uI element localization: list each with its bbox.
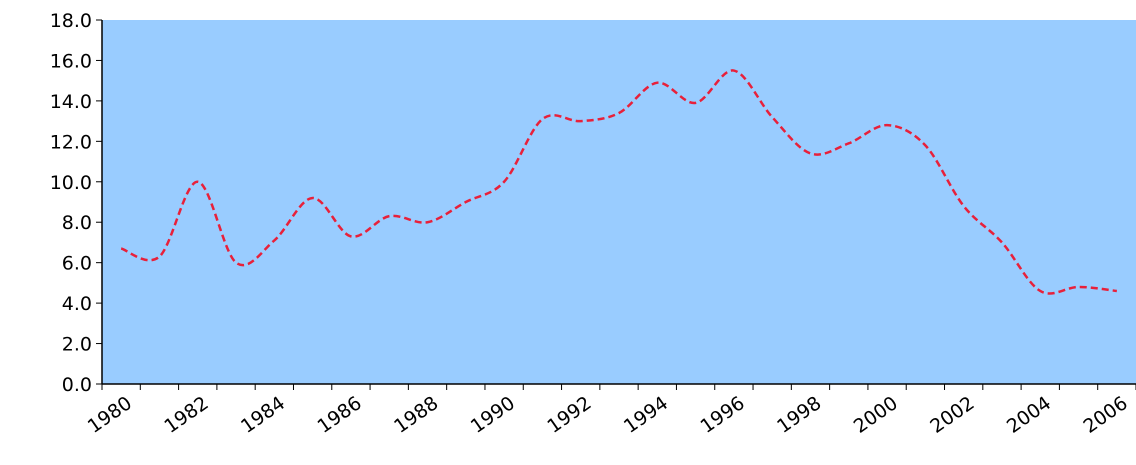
- x-tick-label: 1980: [84, 392, 136, 438]
- x-tick-label: 1996: [697, 392, 749, 438]
- x-tick-label: 1992: [543, 392, 595, 438]
- x-tick-label: 2004: [1003, 392, 1055, 438]
- y-tick-label: 4.0: [62, 293, 92, 315]
- x-tick-label: 2006: [1079, 392, 1131, 438]
- x-tick-label: 2000: [850, 392, 902, 438]
- y-tick-label: 10.0: [50, 172, 92, 194]
- x-tick-label: 1984: [237, 392, 289, 438]
- y-tick-label: 16.0: [50, 50, 92, 72]
- x-tick-label: 2002: [926, 392, 978, 438]
- y-tick-label: 8.0: [62, 212, 92, 234]
- x-tick-label: 1982: [160, 392, 212, 438]
- y-tick-label: 0.0: [62, 374, 92, 396]
- plot-area: [102, 20, 1136, 384]
- y-tick-label: 12.0: [50, 131, 92, 153]
- data-line: [120, 69, 1117, 295]
- y-tick-label: 18.0: [50, 10, 92, 32]
- y-tick-label: 6.0: [62, 253, 92, 275]
- x-tick-label: 1998: [773, 392, 825, 438]
- x-tick-label: 1988: [390, 392, 442, 438]
- x-tick-label: 1990: [467, 392, 519, 438]
- x-tick-label: 1986: [314, 392, 366, 438]
- y-tick-label: 2.0: [62, 334, 92, 356]
- x-tick-label: 1994: [620, 392, 672, 438]
- y-tick-label: 14.0: [50, 91, 92, 113]
